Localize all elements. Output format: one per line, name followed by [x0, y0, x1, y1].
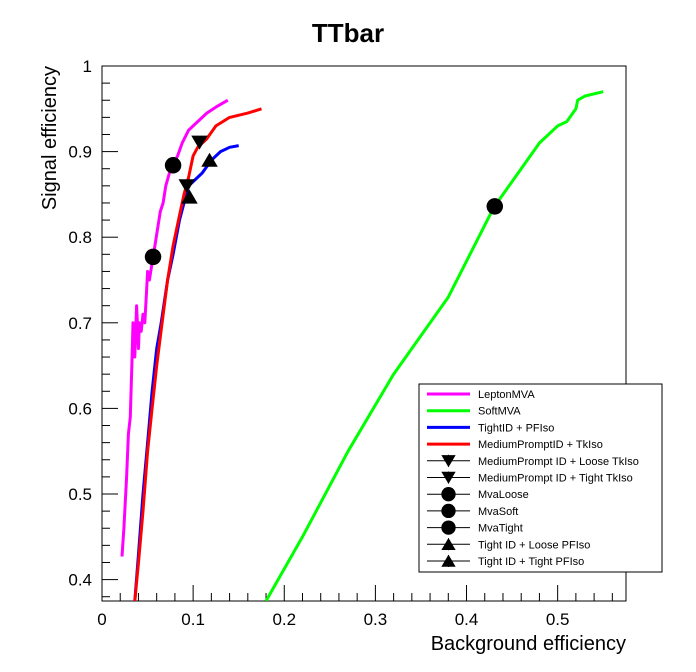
chart-title: TTbar — [312, 18, 384, 48]
legend-label-8: MvaTight — [478, 523, 523, 535]
x-tick-label: 0.3 — [364, 610, 388, 629]
y-tick-label: 0.4 — [68, 571, 92, 590]
legend-marker-7 — [441, 503, 456, 519]
y-tick-label: 0.9 — [68, 143, 92, 162]
x-tick-label: 0 — [97, 610, 106, 629]
marker-points — [144, 135, 504, 266]
x-axis-ticks: 0 0.1 0.2 0.3 0.4 0.5 — [97, 585, 613, 629]
legend-marker-4 — [441, 455, 456, 468]
marker-4 — [164, 157, 182, 174]
legend-label-6: MvaLoose — [478, 489, 529, 501]
y-tick-label: 1 — [83, 57, 92, 76]
x-tick-label: 0.1 — [181, 610, 205, 629]
marker-6 — [201, 152, 218, 167]
legend-label-1: SoftMVA — [478, 406, 521, 418]
marker-1 — [191, 135, 208, 150]
legend-label-9: Tight ID + Loose PFIso — [478, 539, 590, 551]
legend-label-3: MediumPromptID + TkIso — [478, 439, 603, 451]
marker-2 — [144, 248, 162, 266]
series-line-0 — [120, 98, 229, 557]
y-tick-label: 0.7 — [68, 314, 92, 333]
legend-label-7: MvaSoft — [478, 506, 518, 518]
series-line-1 — [264, 90, 604, 601]
marker-0 — [178, 179, 196, 194]
y-tick-label: 0.8 — [68, 228, 92, 247]
marker-5 — [181, 189, 198, 204]
series-line-3 — [133, 107, 262, 601]
legend-marker-10 — [441, 554, 456, 567]
y-axis-label: Signal efficiency — [39, 66, 61, 210]
marker-3 — [486, 198, 504, 215]
series-lines — [120, 90, 604, 601]
legend-label-0: LeptonMVA — [478, 389, 535, 401]
legend-label-4: MediumPrompt ID + Loose TkIso — [478, 456, 639, 468]
y-tick-label: 0.5 — [68, 485, 92, 504]
x-tick-label: 0.4 — [455, 610, 479, 629]
legend-label-5: MediumPrompt ID + Tight TkIso — [478, 473, 633, 485]
x-axis-label: Background efficiency — [431, 633, 626, 655]
legend-marker-9 — [441, 537, 456, 551]
y-tick-label: 0.6 — [68, 399, 92, 418]
legend-label-2: TightID + PFIso — [478, 422, 554, 434]
y-axis-ticks: 0.4 0.5 0.6 0.7 0.8 0.9 1 — [68, 57, 118, 598]
x-tick-label: 0.5 — [546, 610, 570, 629]
legend-marker-6 — [441, 487, 456, 502]
legend-marker-5 — [441, 471, 456, 484]
legend: LeptonMVA SoftMVA TightID + PFIso MediumPro… — [418, 383, 663, 573]
x-tick-label: 0.2 — [272, 610, 296, 629]
legend-label-10: Tight ID + Tight PFIso — [478, 556, 584, 568]
legend-marker-8 — [441, 520, 456, 535]
